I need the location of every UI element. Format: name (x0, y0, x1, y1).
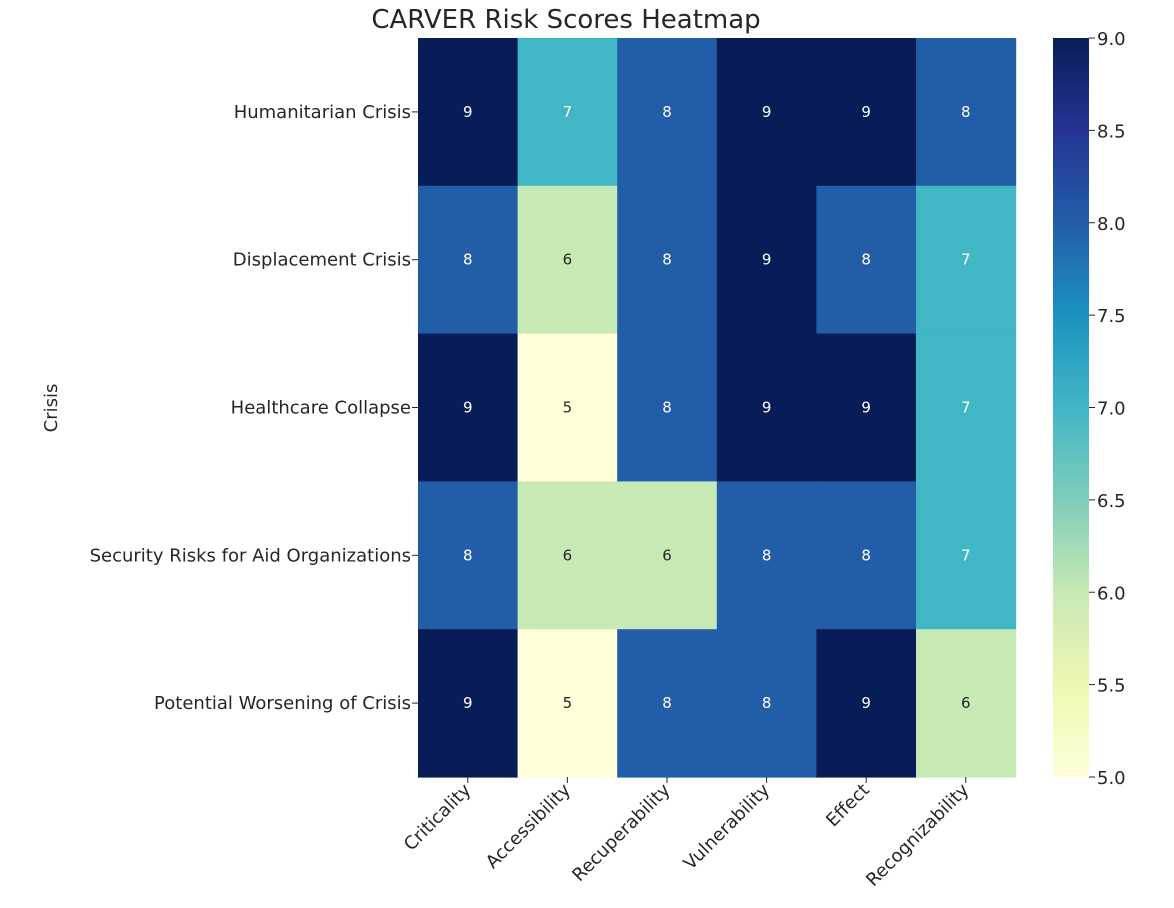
cell-value-label: 9 (762, 399, 772, 417)
heatmap-cell (716, 38, 817, 187)
heatmap-cell-labels: 9 7 8 9 9 8 8 6 8 9 8 7 9 5 8 9 9 7 8 6 6 8 8 7 9 5 8 8 9 6 (463, 103, 971, 712)
cell-value-label: 6 (961, 694, 971, 712)
row-tick-label: Healthcare Collapse (231, 398, 411, 419)
cell-value-label: 7 (961, 251, 971, 269)
heatmap-cell (617, 629, 718, 778)
heatmap-cell (816, 38, 917, 187)
heatmap-cell (816, 185, 917, 335)
colorbar-ticks: 5.0 5.5 6.0 6.5 7.0 7.5 8.0 8.5 9.0 (1089, 29, 1126, 789)
cell-value-label: 7 (961, 546, 971, 564)
heatmap-cells (418, 38, 1017, 778)
colorbar-tick-label: 7.0 (1097, 399, 1126, 420)
heatmap-cell (916, 481, 1017, 630)
heatmap-cell (916, 38, 1017, 187)
heatmap-cell (517, 185, 618, 335)
colorbar-tick-label: 8.5 (1097, 121, 1126, 142)
cell-value-label: 8 (762, 694, 772, 712)
heatmap-cell (916, 333, 1017, 482)
cell-value-label: 6 (563, 546, 573, 564)
cell-value-label: 8 (762, 546, 772, 564)
cell-value-label: 8 (662, 103, 672, 121)
column-tick-label: Vulnerability (680, 779, 775, 874)
colorbar-tick-label: 6.0 (1097, 583, 1126, 604)
heatmap-cell (916, 185, 1017, 335)
column-tick-label: Recuperability (568, 779, 674, 885)
heatmap-cell (418, 629, 519, 778)
cell-value-label: 9 (861, 694, 871, 712)
cell-value-label: 7 (563, 103, 573, 121)
heatmap-cell (816, 629, 917, 778)
colorbar-gradient (1053, 38, 1089, 777)
heatmap-cell (716, 629, 817, 778)
colorbar-tick-label: 8.0 (1097, 214, 1126, 235)
y-axis-label: Crisis (41, 384, 62, 433)
heatmap-cell (517, 629, 618, 778)
heatmap-cell (517, 38, 618, 187)
cell-value-label: 5 (563, 694, 573, 712)
colorbar-tick-label: 7.5 (1097, 306, 1126, 327)
cell-value-label: 6 (563, 251, 573, 269)
heatmap-cell (716, 185, 817, 335)
row-tick-label: Potential Worsening of Crisis (154, 693, 411, 714)
heatmap-cell (816, 333, 917, 482)
cell-value-label: 9 (861, 399, 871, 417)
cell-value-label: 8 (662, 694, 672, 712)
cell-value-label: 8 (961, 103, 971, 121)
heatmap-cell (418, 333, 519, 482)
row-tick-label: Displacement Crisis (233, 250, 411, 271)
cell-value-label: 9 (463, 694, 473, 712)
column-tick-label: Accessibility (482, 779, 575, 872)
cell-value-label: 9 (861, 103, 871, 121)
cell-value-label: 9 (762, 103, 772, 121)
heatmap-cell (916, 629, 1017, 778)
cell-value-label: 5 (563, 399, 573, 417)
cell-value-label: 6 (662, 546, 672, 564)
column-tick-label: Effect (822, 780, 873, 831)
colorbar-tick-label: 5.0 (1097, 768, 1126, 789)
heatmap-cell (716, 333, 817, 482)
colorbar-tick-label: 5.5 (1097, 676, 1126, 697)
cell-value-label: 7 (961, 399, 971, 417)
heatmap-cell (816, 481, 917, 630)
heatmap-cell (617, 481, 718, 630)
cell-value-label: 9 (762, 251, 772, 269)
heatmap-cell (617, 185, 718, 335)
colorbar-tick-label: 6.5 (1097, 491, 1126, 512)
heatmap-cell (517, 481, 618, 630)
cell-value-label: 8 (662, 399, 672, 417)
colorbar: 5.0 5.5 6.0 6.5 7.0 7.5 8.0 8.5 9.0 (1053, 29, 1126, 789)
heatmap-cell (418, 38, 519, 187)
heatmap-cell (617, 38, 718, 187)
row-tick-label: Humanitarian Crisis (234, 102, 411, 123)
colorbar-tick-label: 9.0 (1097, 29, 1126, 50)
column-tick-label: Criticality (400, 779, 476, 855)
cell-value-label: 8 (861, 251, 871, 269)
cell-value-label: 9 (463, 399, 473, 417)
heatmap-cell (517, 333, 618, 482)
row-tick-labels: Humanitarian Crisis Displacement Crisis He… (90, 102, 418, 714)
heatmap-cell (617, 333, 718, 482)
cell-value-label: 8 (662, 251, 672, 269)
row-tick-label: Security Risks for Aid Organizations (90, 545, 411, 566)
heatmap-cell (716, 481, 817, 630)
cell-value-label: 8 (463, 251, 473, 269)
cell-value-label: 8 (463, 546, 473, 564)
chart-title: CARVER Risk Scores Heatmap (371, 5, 760, 35)
cell-value-label: 8 (861, 546, 871, 564)
column-tick-label: Recognizability (862, 779, 973, 890)
heatmap-cell (418, 185, 519, 335)
cell-value-label: 9 (463, 103, 473, 121)
heatmap-cell (418, 481, 519, 630)
